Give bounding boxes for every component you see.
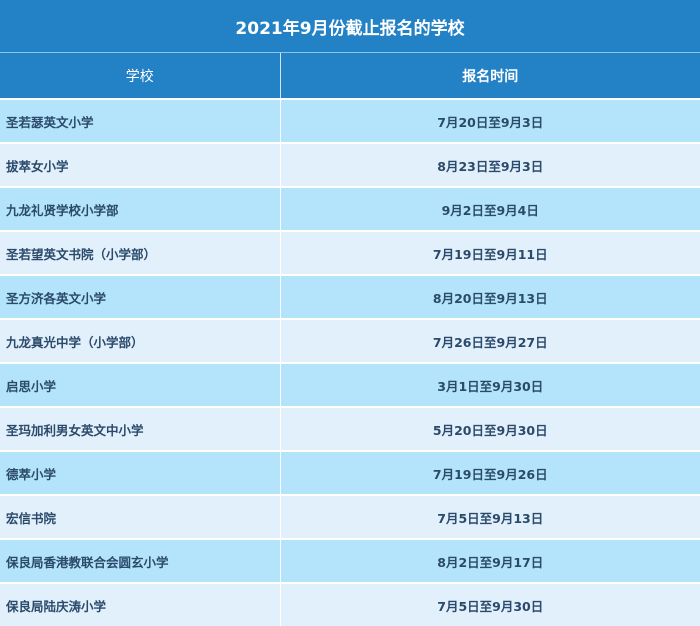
school-name: 圣若瑟英文小学 (0, 98, 281, 143)
table-row: 圣玛加利男女英文中小学 5月20日至9月30日 (0, 406, 700, 451)
column-header-school: 学校 (0, 53, 281, 99)
schools-table: 学校 报名时间 圣若瑟英文小学 7月20日至9月3日 拔萃女小学 8月23日至9月3日… (0, 53, 700, 626)
registration-period: 7月19日至9月11日 (280, 230, 700, 275)
registration-period: 7月26日至9月27日 (280, 318, 700, 363)
school-name: 保良局香港教联合会圆玄小学 (0, 538, 281, 583)
school-name: 九龙真光中学（小学部） (0, 318, 281, 363)
table-row: 圣若望英文书院（小学部） 7月19日至9月11日 (0, 230, 700, 275)
registration-period: 7月19日至9月26日 (280, 450, 700, 495)
table-row: 宏信书院 7月5日至9月13日 (0, 494, 700, 539)
table-row: 启思小学 3月1日至9月30日 (0, 362, 700, 407)
school-name: 九龙礼贤学校小学部 (0, 186, 281, 231)
table-row: 圣方济各英文小学 8月20日至9月13日 (0, 274, 700, 319)
table-row: 九龙礼贤学校小学部 9月2日至9月4日 (0, 186, 700, 231)
school-name: 圣玛加利男女英文中小学 (0, 406, 281, 451)
school-name: 保良局陆庆涛小学 (0, 582, 281, 626)
registration-period: 3月1日至9月30日 (280, 362, 700, 407)
registration-period: 8月23日至9月3日 (280, 142, 700, 187)
header-row: 学校 报名时间 (0, 53, 700, 99)
table-row: 保良局香港教联合会圆玄小学 8月2日至9月17日 (0, 538, 700, 583)
school-name: 德萃小学 (0, 450, 281, 495)
school-name: 拔萃女小学 (0, 142, 281, 187)
table-row: 拔萃女小学 8月23日至9月3日 (0, 142, 700, 187)
school-name: 圣方济各英文小学 (0, 274, 281, 319)
school-name: 圣若望英文书院（小学部） (0, 230, 281, 275)
registration-period: 7月20日至9月3日 (280, 98, 700, 143)
registration-period: 8月2日至9月17日 (280, 538, 700, 583)
table-row: 保良局陆庆涛小学 7月5日至9月30日 (0, 582, 700, 626)
registration-period: 5月20日至9月30日 (280, 406, 700, 451)
table-row: 德萃小学 7月19日至9月26日 (0, 450, 700, 495)
registration-period: 7月5日至9月30日 (280, 582, 700, 626)
table-title: 2021年9月份截止报名的学校 (0, 0, 700, 53)
registration-period: 9月2日至9月4日 (280, 186, 700, 231)
table-row: 九龙真光中学（小学部） 7月26日至9月27日 (0, 318, 700, 363)
table-row: 圣若瑟英文小学 7月20日至9月3日 (0, 98, 700, 143)
column-header-time: 报名时间 (280, 53, 700, 99)
registration-period: 8月20日至9月13日 (280, 274, 700, 319)
school-name: 启思小学 (0, 362, 281, 407)
school-name: 宏信书院 (0, 494, 281, 539)
registration-period: 7月5日至9月13日 (280, 494, 700, 539)
